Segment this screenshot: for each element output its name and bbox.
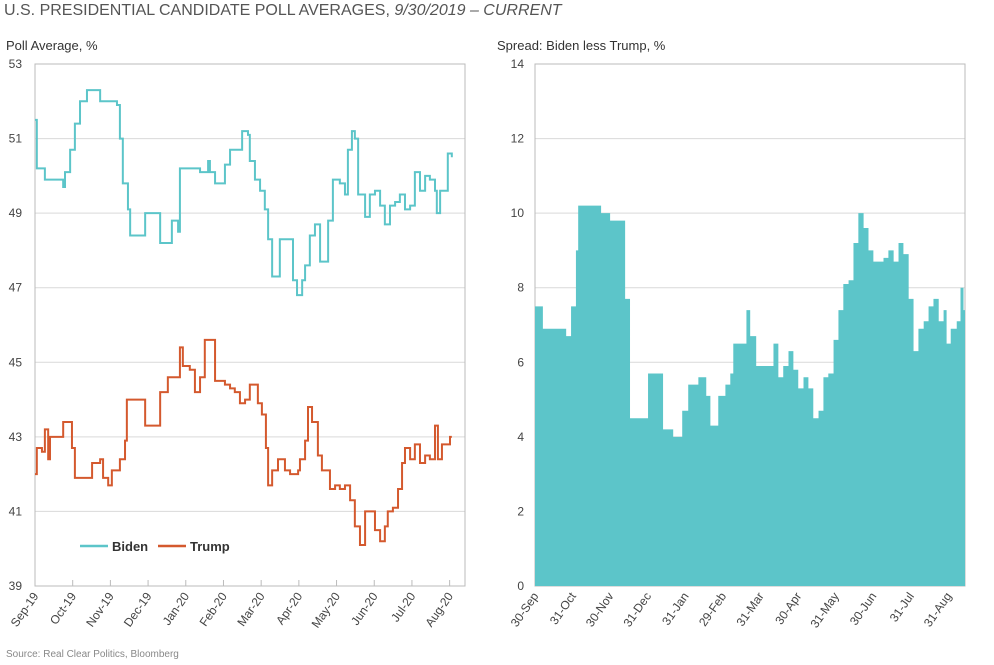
x-tick-label: Sep-19 [8, 589, 42, 629]
legend-biden-label: Biden [112, 539, 148, 554]
x-tick-label: Mar-20 [234, 589, 267, 628]
y-tick-label: 39 [9, 579, 23, 593]
y-tick-label: 49 [9, 206, 23, 220]
x-tick-label: Oct-19 [47, 589, 79, 627]
y-tick-label: 8 [517, 281, 524, 295]
source-note: Source: Real Clear Politics, Bloomberg [6, 649, 179, 660]
x-tick-label: 31-May [807, 590, 841, 631]
y-tick-label: 0 [517, 579, 524, 593]
x-tick-label: 30-Nov [583, 590, 617, 630]
x-tick-label: 31-Dec [620, 590, 654, 630]
y-tick-label: 12 [511, 132, 525, 146]
legend: Biden Trump [80, 539, 230, 554]
x-tick-label: Aug-20 [422, 589, 456, 629]
left-chart-title: Poll Average, % [6, 38, 98, 53]
x-tick-label: Apr-20 [273, 589, 305, 627]
x-tick-label: 30-Jun [847, 590, 880, 628]
legend-trump-label: Trump [190, 539, 230, 554]
x-tick-label: Feb-20 [197, 589, 230, 628]
plot-frame [34, 63, 466, 587]
biden-line [35, 89, 453, 297]
poll-average-chart: 39 41 43 45 47 49 51 53 Sep-19 Oct-19 Nov-19 Dec-19… [8, 57, 466, 630]
x-tick-label: Jun-20 [348, 589, 381, 627]
x-tick-label: 29-Feb [696, 589, 729, 628]
y-tick-label: 4 [517, 430, 524, 444]
x-tick-label: 31-Oct [547, 589, 580, 627]
title-date-range: 9/30/2019 – CURRENT [394, 2, 562, 19]
x-tick-label: Nov-19 [83, 589, 117, 629]
spread-chart: 0 2 4 6 8 10 12 14 30-Sep 31-Oct 30-Nov 31-Dec 31-Ja… [508, 57, 966, 631]
y-tick-label: 45 [9, 355, 23, 369]
y-tick-label: 51 [9, 132, 23, 146]
right-chart-title: Spread: Biden less Trump, % [497, 38, 666, 53]
spread-area [535, 205, 965, 586]
y-tick-label: 43 [9, 430, 23, 444]
y-tick-label: 10 [511, 206, 525, 220]
x-tick-label: May-20 [309, 589, 344, 630]
x-tick-label: 30-Sep [508, 589, 542, 629]
x-tick-label: Jan-20 [160, 589, 193, 627]
y-tick-label: 2 [517, 504, 524, 518]
y-tick-label: 47 [9, 281, 23, 295]
x-tick-label: 31-Jan [659, 590, 692, 628]
x-tick-label: 31-Aug [921, 590, 955, 630]
trump-line [35, 338, 452, 546]
title-main: U.S. PRESIDENTIAL CANDIDATE POLL AVERAGE… [4, 2, 394, 19]
x-tick-label: 31-Jul [887, 590, 917, 625]
y-tick-label: 53 [9, 57, 23, 71]
y-tick-label: 14 [511, 57, 525, 71]
x-tick-label: Dec-19 [121, 589, 155, 629]
x-tick-label: Jul-20 [388, 589, 418, 624]
x-tick-label: 31-Mar [734, 590, 767, 629]
y-tick-label: 41 [9, 504, 23, 518]
y-tick-label: 6 [517, 355, 524, 369]
x-tick-label: 30-Apr [772, 590, 804, 628]
figure-title: U.S. PRESIDENTIAL CANDIDATE POLL AVERAGE… [4, 2, 563, 19]
